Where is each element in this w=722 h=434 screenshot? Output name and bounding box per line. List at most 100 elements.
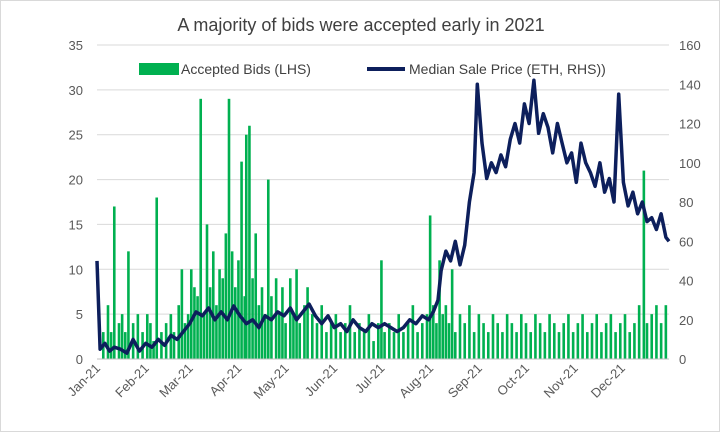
accepted-bids-bar [387,323,391,359]
accepted-bids-bar [505,314,509,359]
accepted-bids-bar [444,305,448,359]
right-axis-tick-label: 0 [679,352,686,367]
accepted-bids-bar [244,134,248,359]
accepted-bids-bar [600,332,603,359]
accepted-bids-bar [406,323,410,359]
accepted-bids-bar [109,332,113,359]
accepted-bids-bar [325,332,328,359]
accepted-bids-bar [372,341,375,359]
accepted-bids-bar [224,233,228,359]
accepted-bids-bar [127,251,130,359]
legend-label-median-price: Median Sale Price (ETH, RHS)) [409,61,606,77]
accepted-bids-bar [585,332,589,359]
accepted-bids-bar [519,314,523,359]
accepted-bids-bar [468,305,471,359]
accepted-bids-bar [310,314,314,359]
accepted-bids-bar [645,323,649,359]
accepted-bids-bar [397,314,401,359]
accepted-bids-bar [284,323,287,359]
accepted-bids-bar [274,278,278,359]
left-axis-tick-label: 35 [69,38,83,53]
right-axis-tick-label: 60 [679,234,693,249]
accepted-bids-bar [477,314,481,359]
accepted-bids-bar [609,314,613,359]
accepted-bids-bar [177,305,181,359]
left-axis-tick-label: 0 [76,352,83,367]
accepted-bids-bar [230,251,234,359]
accepted-bids-bar [320,305,324,359]
accepted-bids-bars [101,98,668,359]
accepted-bids-bar [211,251,215,359]
accepted-bids-bar [362,332,366,359]
accepted-bids-bar [152,341,155,359]
accepted-bids-bar [543,332,547,359]
accepted-bids-bar [205,224,209,359]
accepted-bids-bar [383,332,386,359]
accepted-bids-bar [450,269,454,359]
x-axis-tick-label: Apr-21 [206,361,244,399]
accepted-bids-bar [458,314,462,359]
x-axis-tick-label: Feb-21 [112,361,152,401]
accepted-bids-bar [515,332,518,359]
accepted-bids-bar [376,323,380,359]
right-axis-tick-label: 40 [679,274,693,289]
accepted-bids-bar [486,332,490,359]
accepted-bids-bar [339,332,342,359]
accepted-bids-bar [614,332,617,359]
accepted-bids-bar [257,305,261,359]
left-axis-tick-label: 20 [69,173,83,188]
accepted-bids-bar [254,233,258,359]
accepted-bids-bar [180,269,184,359]
legend: Accepted Bids (LHS) Median Sale Price (E… [139,61,606,77]
accepted-bids-bar [136,314,140,359]
accepted-bids-bar [482,323,485,359]
accepted-bids-bar [343,323,347,359]
accepted-bids-bar [538,323,542,359]
accepted-bids-bar [402,332,405,359]
accepted-bids-bar [650,314,654,359]
accepted-bids-bar [281,287,284,359]
right-axis-ticks: 0 20 40 60 80 100 120 140 160 [679,38,701,367]
accepted-bids-bar [590,323,594,359]
accepted-bids-bar [227,98,231,359]
accepted-bids-bar [623,314,627,359]
accepted-bids-bar [534,314,537,359]
accepted-bids-bar [295,269,298,359]
x-axis-tick-label: Aug-21 [396,361,436,401]
accepted-bids-bar [243,296,247,359]
accepted-bids-bar [266,179,270,359]
x-axis-tick-label: Jan-21 [64,361,103,400]
accepted-bids-bar [215,305,218,359]
accepted-bids-bar [425,314,429,359]
accepted-bids-bar [112,206,116,359]
accepted-bids-bar [270,296,273,359]
accepted-bids-bar [604,323,608,359]
accepted-bids-bar [348,305,352,359]
accepted-bids-bar [172,332,176,359]
left-axis-tick-label: 10 [69,262,83,277]
accepted-bids-bar [233,287,237,359]
accepted-bids-bar [576,323,580,359]
accepted-bids-bar [447,323,451,359]
accepted-bids-bar [117,323,121,359]
accepted-bids-bar [277,314,281,359]
accepted-bids-bar [628,332,632,359]
x-axis-tick-label: Mar-21 [156,361,196,401]
accepted-bids-bar [189,269,193,359]
accepted-bids-bar [306,287,309,359]
accepted-bids-bar [557,332,561,359]
accepted-bids-bar [438,260,441,359]
accepted-bids-bar [193,287,196,359]
accepted-bids-bar [637,305,641,359]
accepted-bids-bar [524,323,528,359]
x-axis-ticks: Jan-21 Feb-21 Mar-21 Apr-21 May-21 Jun-21 Jul-… [64,361,628,402]
accepted-bids-bar [358,323,361,359]
accepted-bids-bar [199,98,203,359]
accepted-bids-bar [501,332,504,359]
accepted-bids-bar [367,314,371,359]
accepted-bids-bar [292,314,295,359]
right-axis-tick-label: 140 [679,77,701,92]
accepted-bids-bar [416,332,419,359]
accepted-bids-bar [472,332,476,359]
